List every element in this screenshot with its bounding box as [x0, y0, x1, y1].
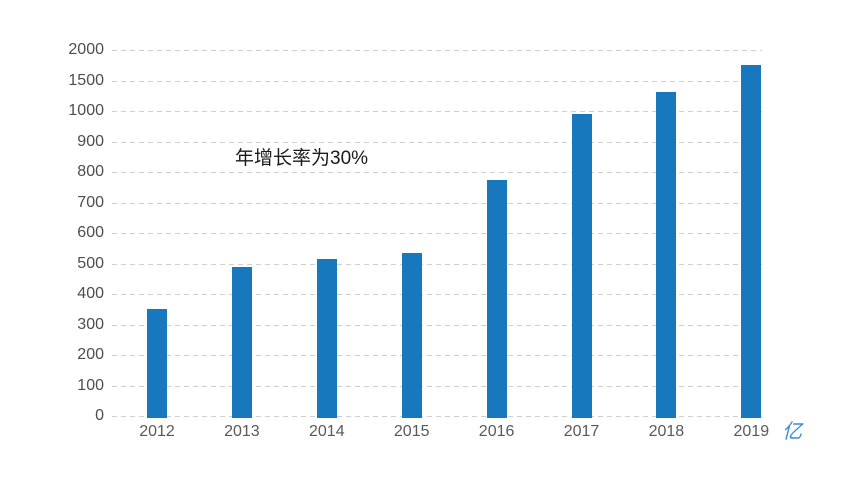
y-tick-label-300: 300	[77, 315, 104, 333]
bar-2012	[147, 309, 167, 419]
gridline-800	[112, 172, 762, 173]
gridline-700	[112, 202, 762, 204]
growth-rate-annotation: 年增长率为30%	[235, 148, 369, 169]
y-unit-label: 亿	[782, 421, 802, 443]
x-tick-label-2013: 2013	[224, 423, 260, 440]
x-tick-label-2019: 2019	[733, 423, 770, 440]
gridline-2000	[112, 50, 762, 51]
y-tick-label-2000: 2000	[68, 41, 104, 58]
gridline-400	[112, 294, 762, 295]
y-tick-label-600: 600	[77, 224, 104, 241]
y-tick-label-1500: 1500	[68, 71, 104, 89]
y-tick-label-0: 0	[95, 407, 104, 424]
bar-2018	[656, 91, 677, 418]
gridline-300	[112, 324, 762, 326]
y-tick-label-700: 700	[77, 193, 104, 211]
bar-2017	[571, 114, 592, 418]
x-tick-label-2018: 2018	[648, 423, 685, 440]
gridline-1000	[112, 111, 762, 112]
gridline-1500	[112, 80, 762, 82]
y-tick-label-800: 800	[77, 163, 104, 180]
gridline-0	[112, 416, 762, 417]
bar-2013	[231, 266, 252, 418]
gridline-500	[112, 263, 762, 265]
y-tick-label-500: 500	[77, 254, 104, 272]
bar-2014	[316, 258, 337, 418]
gridline-900	[112, 141, 762, 143]
gridline-200	[112, 355, 762, 356]
y-tick-label-400: 400	[77, 285, 104, 302]
y-tick-label-100: 100	[77, 376, 104, 394]
x-tick-label-2015: 2015	[393, 423, 430, 440]
x-tick-label-2016: 2016	[478, 423, 515, 440]
x-tick-label-2012: 2012	[139, 423, 175, 440]
x-tick-label-2017: 2017	[563, 423, 600, 440]
y-tick-label-200: 200	[77, 346, 104, 363]
bar-2019	[741, 65, 762, 419]
y-tick-label-1000: 1000	[68, 102, 104, 119]
gridline-600	[112, 233, 762, 234]
x-tick-label-2014: 2014	[309, 423, 345, 440]
gridline-100	[112, 385, 762, 387]
bar-2016	[486, 179, 507, 418]
bar-2015	[401, 252, 422, 418]
y-tick-label-900: 900	[77, 132, 104, 150]
